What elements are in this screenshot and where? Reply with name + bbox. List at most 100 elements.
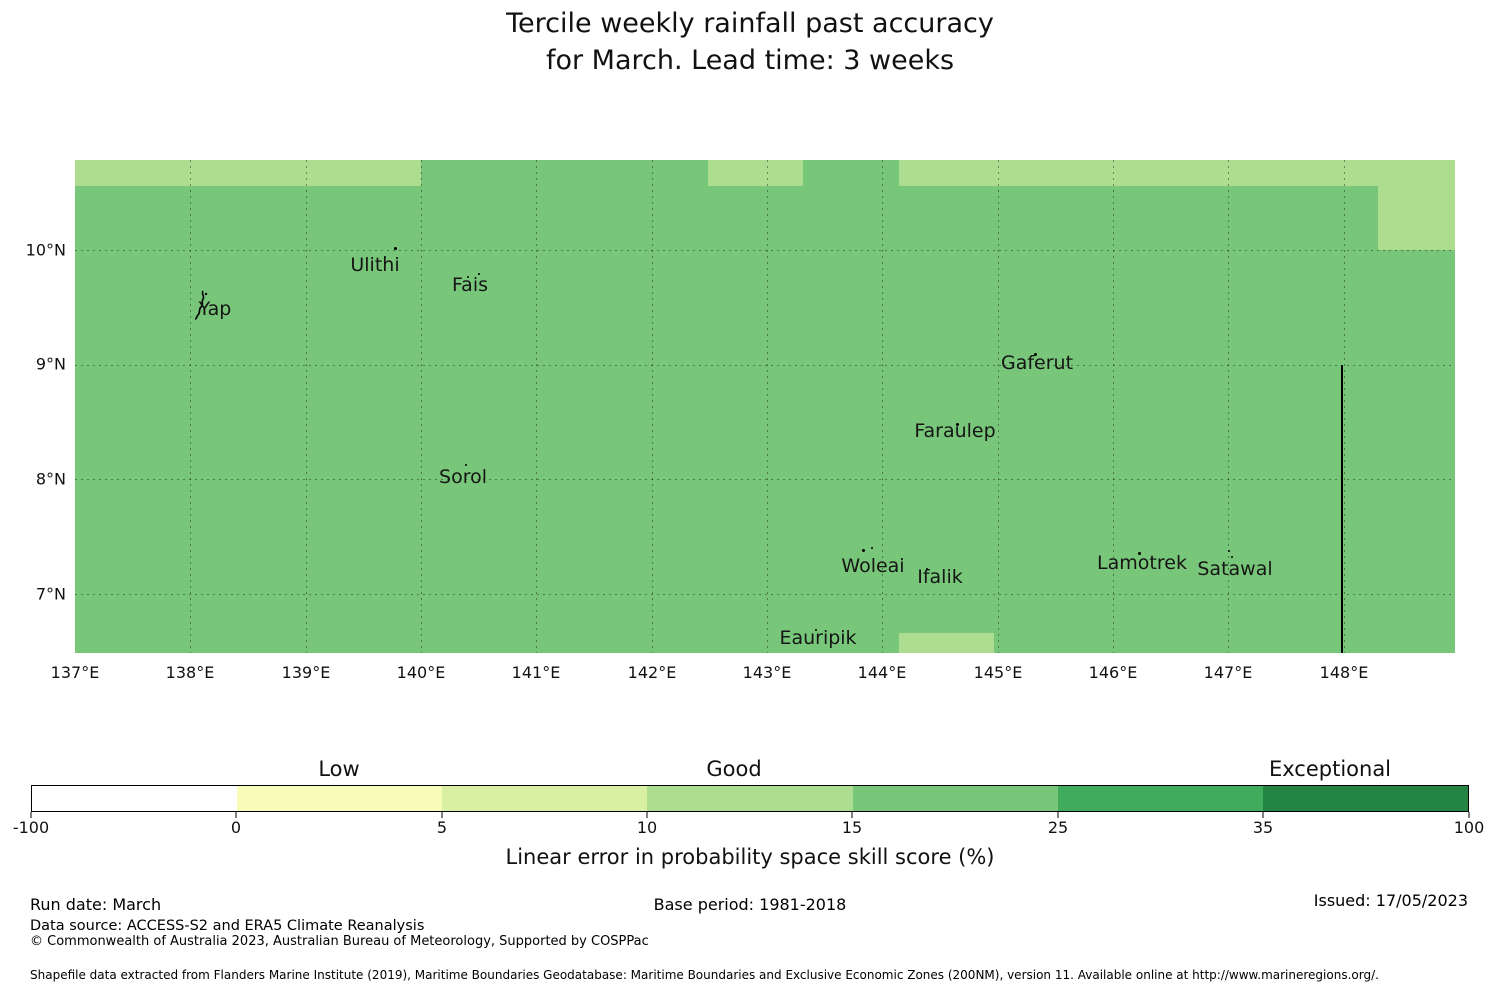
page-title-line2: for March. Lead time: 3 weeks	[545, 45, 955, 76]
colorbar-segment-25-35	[1057, 786, 1263, 811]
x-tick-label: 145°E	[973, 663, 1023, 682]
colorbar-tick-label: 10	[636, 818, 658, 837]
gridline-141e	[536, 160, 537, 653]
island-dot-fais	[467, 276, 469, 278]
light-skill-patch-top-left	[75, 160, 421, 186]
gridline-8n	[75, 479, 1455, 480]
x-tick-label: 144°E	[857, 663, 907, 682]
colorbar-tick-label: 35	[1252, 818, 1274, 837]
island-dot-ifalik	[926, 568, 928, 570]
colorbar-tick	[646, 812, 648, 818]
island-label-faraulep: Faraulep	[914, 420, 996, 442]
gridline-147e	[1228, 160, 1229, 653]
island-label-ulithi: Ulithi	[350, 254, 400, 276]
colorbar-segment-15-25	[852, 786, 1058, 811]
gridline-148e	[1344, 160, 1345, 653]
y-tick-label: 7°N	[35, 584, 66, 604]
gridline-143e	[767, 160, 768, 653]
colorbar-category-label-good: Good	[706, 757, 762, 781]
map-canvas: Yap Ulithi Fais Sorol Gaferut Faraulep W…	[75, 160, 1455, 653]
y-tick-label: 9°N	[35, 354, 66, 374]
colorbar-tick	[235, 812, 237, 818]
colorbar-tick	[1262, 812, 1264, 818]
colorbar-segment-5-10	[442, 786, 648, 811]
colorbar-axis-label: Linear error in probability space skill …	[505, 845, 995, 869]
light-skill-patch-right-block	[1378, 160, 1455, 250]
gridline-142e	[652, 160, 653, 653]
colorbar-segment-0-5	[237, 786, 443, 811]
x-tick-label: 137°E	[50, 663, 100, 682]
gridline-144e	[882, 160, 883, 653]
island-dot-faraulep	[956, 423, 959, 426]
colorbar-segment-neg100-0	[32, 786, 238, 811]
colorbar-tick	[30, 812, 32, 818]
colorbar-tick-label: 5	[436, 818, 448, 837]
gridline-145e	[998, 160, 999, 653]
footer-copyright: © Commonwealth of Australia 2023, Austra…	[30, 934, 649, 949]
eez-boundary-line	[1341, 365, 1343, 653]
island-label-yap: Yap	[198, 298, 232, 320]
x-tick-label: 148°E	[1319, 663, 1369, 682]
colorbar-tick-label: 15	[841, 818, 863, 837]
light-skill-patch-top-right	[899, 160, 1455, 186]
y-tick-label: 8°N	[35, 469, 66, 489]
island-label-satawal: Satawal	[1197, 558, 1273, 580]
footer-shapefile-note: Shapefile data extracted from Flanders M…	[30, 968, 1379, 982]
island-dot-woleai-2	[871, 547, 873, 549]
island-label-eauripik: Eauripik	[779, 627, 857, 649]
colorbar-segment-10-15	[647, 786, 853, 811]
gridline-7n	[75, 594, 1455, 595]
gridline-139e	[306, 160, 307, 653]
colorbar	[31, 785, 1469, 812]
colorbar-tick-label: 25	[1047, 818, 1069, 837]
page-title-line1: Tercile weekly rainfall past accuracy	[506, 8, 994, 39]
x-tick-label: 138°E	[165, 663, 215, 682]
colorbar-tick-label: 0	[230, 818, 242, 837]
footer-run-date: Run date: March	[30, 895, 162, 914]
x-tick-label: 143°E	[742, 663, 792, 682]
island-label-ifalik: Ifalik	[917, 566, 963, 588]
colorbar-tick	[1057, 812, 1059, 818]
x-tick-label: 140°E	[396, 663, 446, 682]
island-label-gaferut: Gaferut	[1000, 352, 1074, 374]
colorbar-category-label-low: Low	[318, 757, 360, 781]
colorbar-category-label-exceptional: Exceptional	[1268, 757, 1392, 781]
footer-issued-date: Issued: 17/05/2023	[1313, 891, 1468, 910]
gridline-146e	[1113, 160, 1114, 653]
light-skill-patch-bottom	[899, 633, 994, 653]
footer-base-period: Base period: 1981-2018	[653, 895, 847, 914]
island-dot-gaferut	[1034, 353, 1037, 356]
gridline-138e	[190, 160, 191, 653]
island-dot-lamotrek	[1138, 552, 1141, 555]
island-dot-eauripik	[815, 629, 817, 631]
island-label-woleai: Woleai	[841, 555, 905, 577]
colorbar-tick-label: 100	[1453, 818, 1485, 837]
island-label-sorol: Sorol	[439, 466, 487, 488]
island-dot-ulithi	[394, 247, 397, 250]
island-label-lamotrek: Lamotrek	[1097, 552, 1187, 574]
island-dot-ulithi-2	[384, 256, 386, 258]
gridline-9n	[75, 365, 1455, 366]
y-tick-label: 10°N	[25, 240, 66, 260]
yap-island-shape-icon	[193, 290, 211, 324]
island-dot-woleai	[862, 549, 865, 552]
x-tick-label: 142°E	[627, 663, 677, 682]
colorbar-tick	[851, 812, 853, 818]
colorbar-tick	[441, 812, 443, 818]
island-label-fais: Fais	[451, 274, 489, 296]
x-tick-label: 146°E	[1088, 663, 1138, 682]
light-skill-patch-top-middle	[708, 160, 803, 186]
island-dot-sorol	[465, 464, 467, 466]
x-tick-label: 147°E	[1203, 663, 1253, 682]
island-dot-fais-2	[478, 273, 480, 275]
x-tick-label: 139°E	[281, 663, 331, 682]
colorbar-segment-35-100	[1262, 786, 1468, 811]
gridline-140e	[421, 160, 422, 653]
x-tick-label: 141°E	[511, 663, 561, 682]
footer-data-source: Data source: ACCESS-S2 and ERA5 Climate …	[30, 918, 425, 934]
colorbar-tick-label: -100	[12, 818, 50, 837]
colorbar-tick	[1468, 812, 1470, 818]
gridline-10n	[75, 250, 1455, 251]
island-dot-satawal-2	[1231, 556, 1233, 558]
